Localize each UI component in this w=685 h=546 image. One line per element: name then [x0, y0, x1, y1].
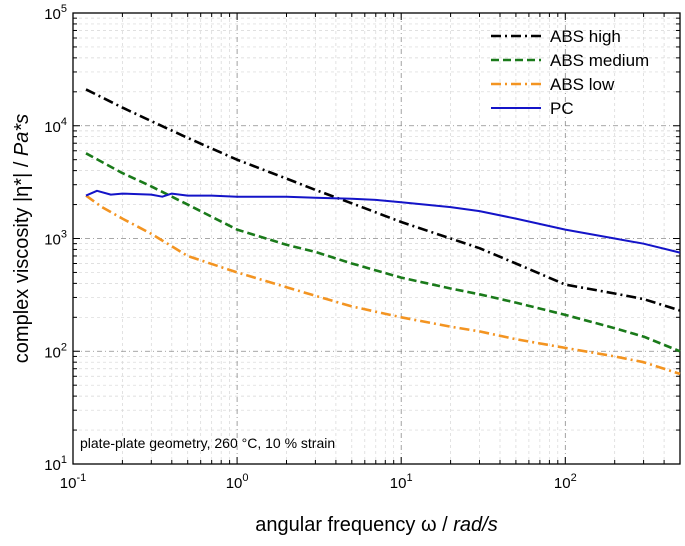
legend-label: ABS low: [550, 75, 615, 94]
y-tick-exponent: 3: [61, 229, 67, 241]
x-axis-label-unit: rad/s: [453, 514, 497, 536]
y-tick-base: 10: [44, 344, 61, 361]
x-axis-label-main: angular frequency ω /: [255, 514, 453, 536]
x-tick-label: 100: [226, 472, 249, 492]
y-tick-base: 10: [44, 232, 61, 249]
legend-label: PC: [550, 99, 574, 118]
y-axis-label-unit: Pa*s: [11, 114, 33, 156]
series-line-abs-medium: [85, 152, 681, 353]
minor-grid: [73, 13, 681, 464]
x-tick-label: 102: [554, 472, 577, 492]
y-axis-label: complex viscosity |η*| / Pa*s: [11, 114, 33, 363]
y-tick-label: 102: [44, 341, 67, 361]
legend-label: ABS medium: [550, 51, 649, 70]
x-tick-exponent: 0: [242, 472, 248, 484]
y-tick-exponent: 5: [61, 3, 67, 15]
x-tick-base: 10: [60, 475, 77, 492]
y-tick-label: 103: [44, 229, 67, 249]
y-tick-exponent: 1: [61, 454, 67, 466]
y-tick-exponent: 2: [61, 341, 67, 353]
x-tick-label: 10-1: [60, 472, 86, 492]
y-tick-exponent: 4: [61, 116, 67, 128]
x-tick-labels: 10-1 100 101 102: [60, 472, 577, 492]
x-tick-base: 10: [226, 475, 243, 492]
annotation-text: plate-plate geometry, 260 °C, 10 % strai…: [80, 435, 335, 451]
axis-ticks: [72, 12, 681, 465]
y-tick-base: 10: [44, 6, 61, 23]
legend: ABS high ABS medium ABS low PC: [491, 27, 649, 118]
x-axis-label: angular frequency ω / rad/s: [255, 514, 497, 536]
series-line-abs-high: [85, 88, 681, 312]
series-line-pc: [85, 189, 681, 254]
series-layer: [85, 88, 681, 376]
y-axis-label-main: complex viscosity |η*| /: [11, 156, 33, 363]
y-tick-label: 105: [44, 3, 67, 23]
x-tick-base: 10: [554, 475, 571, 492]
y-tick-base: 10: [44, 457, 61, 474]
x-tick-label: 101: [390, 472, 413, 492]
x-tick-exponent: 2: [571, 472, 577, 484]
x-tick-exponent: 1: [406, 472, 412, 484]
y-tick-base: 10: [44, 119, 61, 136]
y-tick-label: 101: [44, 454, 67, 474]
x-tick-base: 10: [390, 475, 407, 492]
y-tick-label: 104: [44, 116, 67, 136]
legend-label: ABS high: [550, 27, 621, 46]
series-line-abs-low: [85, 194, 681, 376]
x-tick-exponent: -1: [76, 472, 86, 484]
